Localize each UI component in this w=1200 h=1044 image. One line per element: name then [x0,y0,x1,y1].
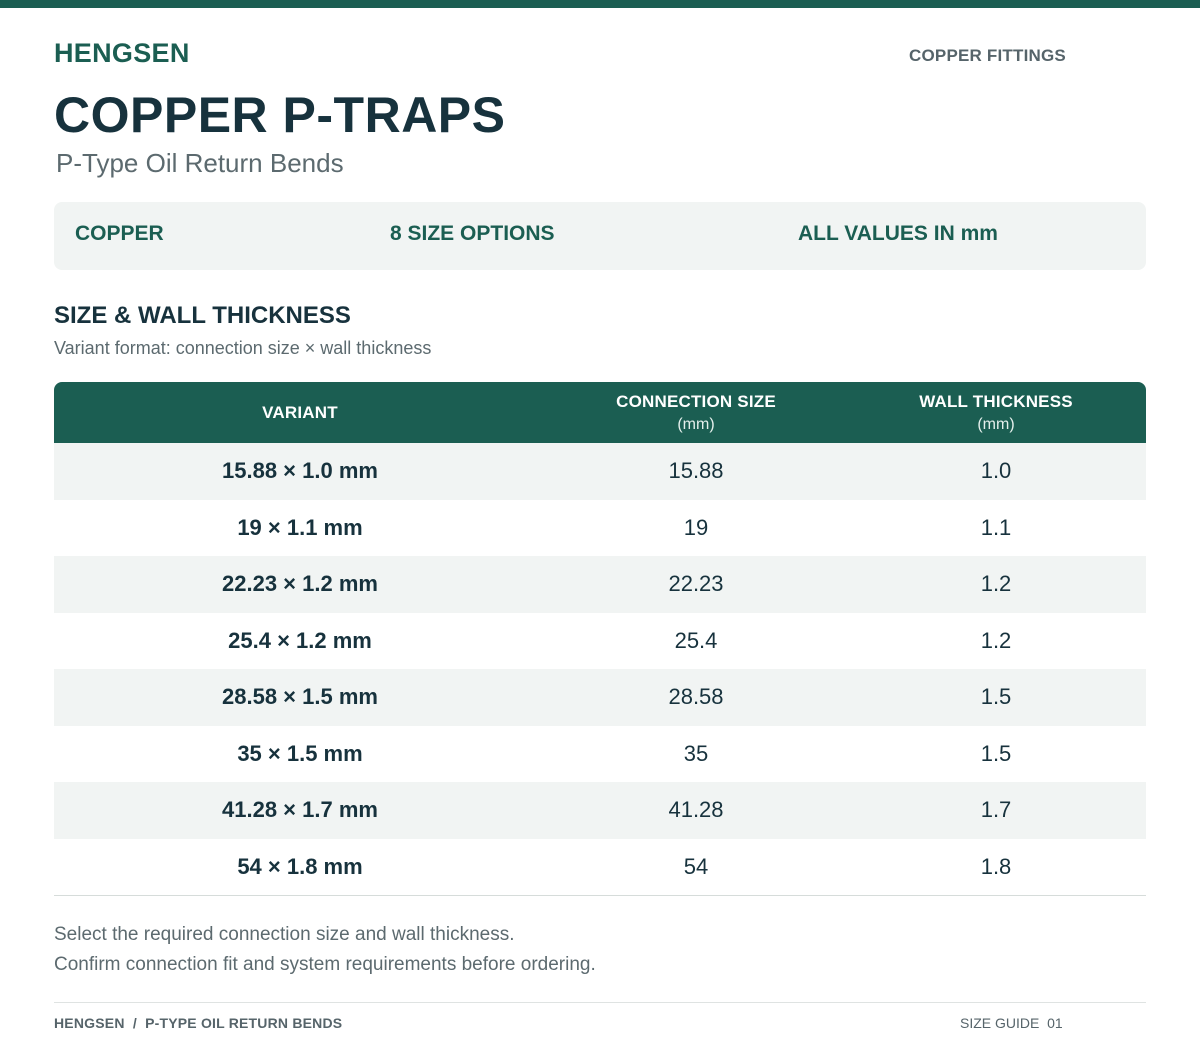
header-connection-size-unit: (mm) [677,415,715,433]
size-table: VARIANT CONNECTION SIZE (mm) WALL THICKN… [54,382,1146,896]
table-row: 28.58 × 1.5 mm 28.58 1.5 [54,669,1146,726]
cell-variant: 35 × 1.5 mm [237,740,363,766]
cell-connection-size: 41.28 [668,797,724,823]
table-row: 15.88 × 1.0 mm 15.88 1.0 [54,443,1146,500]
cell-variant: 19 × 1.1 mm [237,514,363,540]
header-wall-thickness-unit: (mm) [977,415,1015,433]
cell-wall-thickness: 1.2 [980,571,1012,597]
cell-wall-thickness: 1.2 [980,627,1012,653]
page-title: COPPER P-TRAPS [54,87,506,143]
cell-wall-thickness: 1.5 [980,684,1012,710]
note-line: Confirm connection fit and system requir… [54,954,596,975]
cell-connection-size: 19 [683,514,709,540]
cell-variant: 15.88 × 1.0 mm [222,458,378,484]
cell-connection-size: 15.88 [668,458,724,484]
header-variant-label: VARIANT [262,402,338,422]
section-title: SIZE & WALL THICKNESS [54,302,351,329]
cell-variant: 41.28 × 1.7 mm [222,797,378,823]
header-connection-size: CONNECTION SIZE (mm) [546,382,846,443]
header-wall-thickness: WALL THICKNESS (mm) [846,382,1146,443]
info-summary-box: COPPER 8 SIZE OPTIONS ALL VALUES IN mm [54,202,1146,270]
footer-breadcrumb: HENGSEN / P-TYPE OIL RETURN BENDS [54,1015,343,1031]
cell-variant: 28.58 × 1.5 mm [222,684,378,710]
cell-variant: 22.23 × 1.2 mm [222,571,378,597]
note-line: Select the required connection size and … [54,924,515,945]
cell-variant: 25.4 × 1.2 mm [228,627,372,653]
cell-connection-size: 35 [683,740,709,766]
cell-wall-thickness: 1.8 [980,853,1012,879]
header-connection-size-label: CONNECTION SIZE [616,391,776,411]
category-label: COPPER FITTINGS [909,46,1066,65]
cell-variant: 54 × 1.8 mm [237,853,363,879]
section-note: Variant format: connection size × wall t… [54,338,432,358]
cell-connection-size: 54 [683,853,709,879]
footer-divider [54,1002,1146,1003]
cell-connection-size: 25.4 [674,627,718,653]
table-row: 54 × 1.8 mm 54 1.8 [54,838,1146,895]
info-size-options: 8 SIZE OPTIONS [390,222,555,245]
cell-wall-thickness: 1.0 [980,458,1012,484]
footer-page-label: SIZE GUIDE 01 [960,1015,1063,1031]
cell-wall-thickness: 1.7 [980,797,1012,823]
page-subtitle: P-Type Oil Return Bends [56,148,344,178]
info-material: COPPER [75,222,164,245]
cell-connection-size: 28.58 [668,684,724,710]
cell-wall-thickness: 1.1 [980,514,1012,540]
table-row: 35 × 1.5 mm 35 1.5 [54,725,1146,782]
info-units: ALL VALUES IN mm [798,222,998,245]
brand-name: HENGSEN [54,38,190,68]
table-row: 25.4 × 1.2 mm 25.4 1.2 [54,612,1146,669]
cell-connection-size: 22.23 [668,571,724,597]
table-row: 22.23 × 1.2 mm 22.23 1.2 [54,556,1146,613]
table-header: VARIANT CONNECTION SIZE (mm) WALL THICKN… [54,382,1146,443]
table-row: 19 × 1.1 mm 19 1.1 [54,499,1146,556]
top-accent-bar [0,0,1200,8]
header-variant: VARIANT [54,382,546,443]
header-wall-thickness-label: WALL THICKNESS [919,391,1073,411]
cell-wall-thickness: 1.5 [980,740,1012,766]
table-bottom-rule [54,895,1146,896]
table-row: 41.28 × 1.7 mm 41.28 1.7 [54,782,1146,839]
